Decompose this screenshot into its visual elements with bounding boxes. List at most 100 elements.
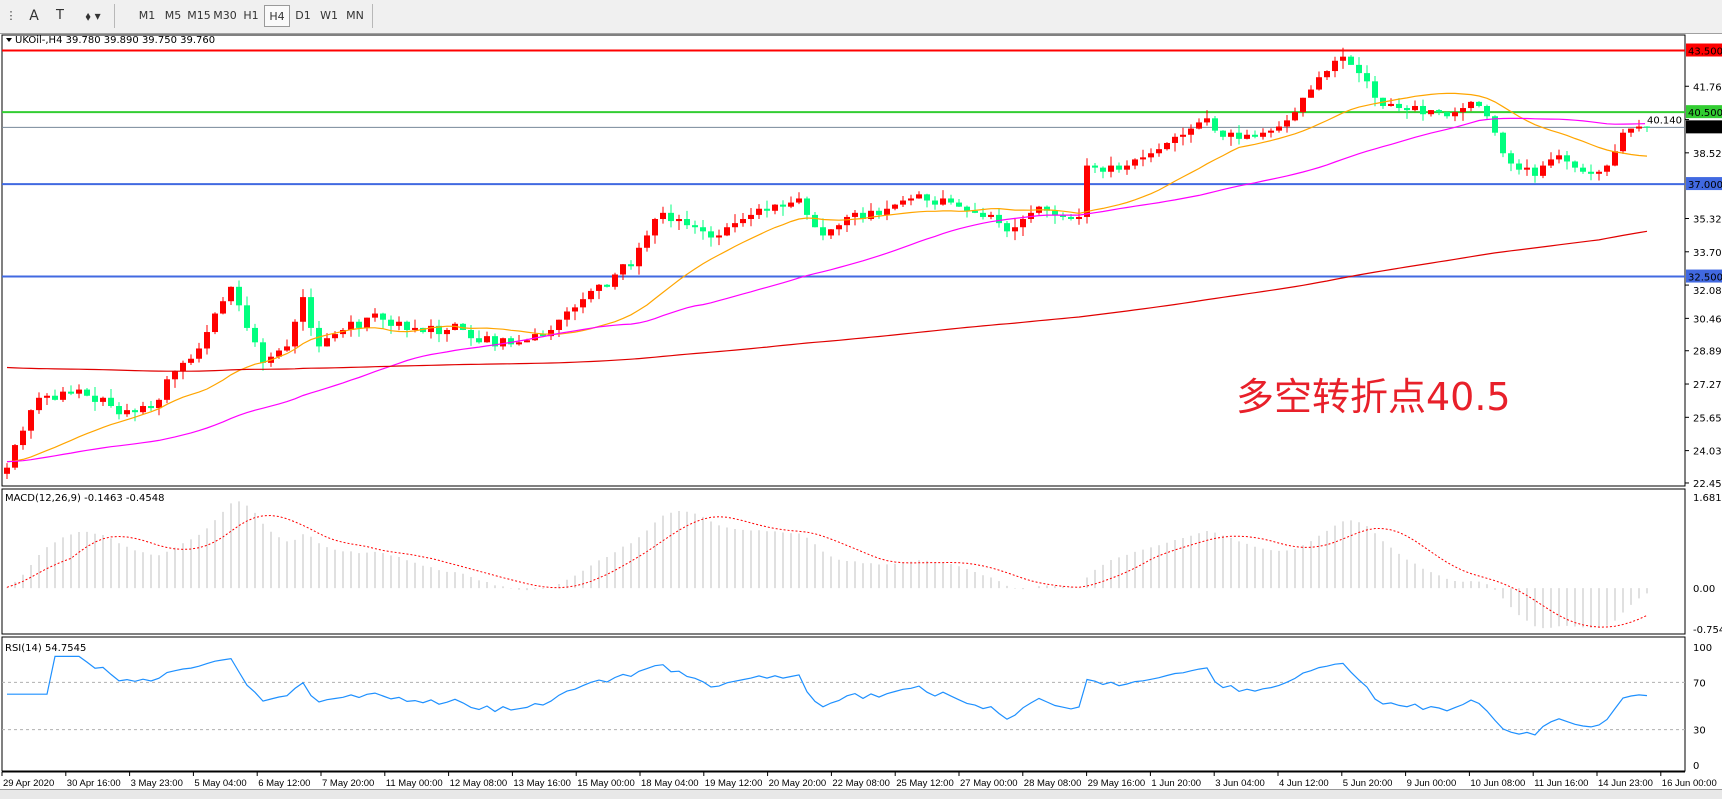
- candle-body: [1204, 118, 1210, 123]
- level-price-label-box: [1686, 105, 1722, 119]
- candle-body: [44, 395, 50, 398]
- candle-body: [732, 223, 738, 228]
- candle-body: [884, 208, 890, 215]
- level-price-label: 40.500: [1688, 108, 1722, 119]
- candle-body: [300, 297, 306, 322]
- candle-body: [1612, 151, 1618, 166]
- candle-body: [916, 194, 922, 199]
- candle-body: [428, 325, 434, 333]
- candle-body: [1004, 223, 1010, 232]
- time-axis-label: 19 May 12:00: [705, 778, 763, 789]
- timeframe-w1-button[interactable]: W1: [320, 9, 338, 22]
- candle-body: [220, 301, 226, 314]
- candle-body: [500, 338, 506, 347]
- level-price-label: 43.500: [1688, 47, 1722, 58]
- timeframe-d1-button[interactable]: D1: [295, 9, 311, 22]
- candle-body: [1084, 165, 1090, 217]
- period-separator-icon[interactable]: ⋮: [5, 9, 17, 22]
- candle-body: [1260, 132, 1266, 137]
- price-axis-label: 24.030: [1693, 447, 1722, 458]
- candle-body: [972, 210, 978, 213]
- candle-body: [1524, 167, 1530, 170]
- chart-annotation: 多空转折点40.5: [1236, 375, 1511, 419]
- time-axis-label: 7 May 20:00: [322, 778, 374, 789]
- time-axis-label: 27 May 00:00: [960, 778, 1018, 789]
- candle-body: [1492, 116, 1498, 133]
- time-axis-label: 5 May 04:00: [194, 778, 246, 789]
- candle-body: [548, 329, 554, 337]
- candle-body: [844, 216, 850, 226]
- candle-body: [444, 329, 450, 335]
- time-axis-label: 13 May 16:00: [513, 778, 571, 789]
- candle-body: [140, 406, 146, 413]
- candle-body: [484, 336, 490, 343]
- candle-body: [644, 235, 650, 248]
- candle-body: [212, 313, 218, 333]
- candle-body: [276, 350, 282, 357]
- candle-body: [468, 329, 474, 339]
- time-axis-label: 30 Apr 16:00: [67, 778, 121, 789]
- timeframe-h4-button[interactable]: H4: [264, 5, 290, 27]
- candle-body: [516, 342, 522, 345]
- rsi-axis-label: 0: [1693, 761, 1699, 772]
- candle-body: [1180, 134, 1186, 137]
- timeframe-h1-button[interactable]: H1: [243, 9, 259, 22]
- candle-body: [348, 321, 354, 330]
- candle-body: [756, 208, 762, 215]
- candle-body: [1364, 73, 1370, 82]
- time-axis-label: 28 May 08:00: [1024, 778, 1082, 789]
- price-axis-label: 28.890: [1693, 347, 1722, 358]
- candle-body: [580, 299, 586, 308]
- candle-body: [196, 348, 202, 359]
- candle-body: [1564, 155, 1570, 162]
- price-axis-label: 25.650: [1693, 413, 1722, 424]
- price-axis-label: 22.455: [1693, 479, 1722, 490]
- candle-body: [1124, 165, 1130, 170]
- candle-body: [652, 219, 658, 236]
- candle-body: [1588, 171, 1594, 174]
- text-label-icon[interactable]: T: [56, 8, 64, 23]
- time-axis-label: 29 Apr 2020: [3, 778, 54, 789]
- rsi-header: RSI(14) 54.7545: [5, 643, 86, 654]
- rsi-axis-label: 100: [1693, 643, 1712, 654]
- macd-axis-label: -0.7544: [1693, 625, 1722, 636]
- candle-body: [228, 286, 234, 302]
- timeframe-m5-button[interactable]: M5: [164, 9, 182, 22]
- candle-body: [188, 358, 194, 363]
- time-axis-label: 11 Jun 16:00: [1534, 778, 1588, 789]
- rsi-axis-label: 30: [1693, 726, 1706, 737]
- timeframe-mn-button[interactable]: MN: [346, 9, 364, 22]
- candle-body: [396, 321, 402, 326]
- timeframe-m15-button[interactable]: M15: [187, 9, 211, 22]
- candle-body: [940, 198, 946, 205]
- rsi-axis-label: 70: [1693, 678, 1706, 689]
- candle-body: [1236, 132, 1242, 139]
- candle-body: [796, 198, 802, 203]
- candle-body: [20, 430, 26, 446]
- candle-body: [852, 212, 858, 217]
- candle-body: [748, 214, 754, 220]
- candle-body: [1308, 89, 1314, 98]
- candle-body: [252, 327, 258, 343]
- timeframe-m1-button[interactable]: M1: [138, 9, 156, 22]
- main-pane: [1, 34, 1686, 487]
- candle-body: [1332, 60, 1338, 72]
- candle-body: [236, 286, 242, 306]
- candle-body: [1412, 105, 1418, 111]
- candle-body: [148, 406, 154, 409]
- candle-body: [1420, 105, 1426, 115]
- arrows-icon[interactable]: ⬧ ▾: [85, 9, 101, 23]
- candle-body: [356, 321, 362, 328]
- text-icon[interactable]: A: [29, 8, 39, 24]
- macd-pane: [1, 488, 1686, 635]
- timeframe-m30-button[interactable]: M30: [213, 9, 237, 22]
- candle-body: [1252, 134, 1258, 137]
- candle-body: [1132, 159, 1138, 166]
- price-axis-label-bg: [1645, 113, 1683, 125]
- candle-body: [676, 219, 682, 222]
- candle-body: [372, 313, 378, 318]
- candle-body: [1356, 64, 1362, 74]
- candle-body: [1484, 105, 1490, 117]
- rsi-pane: [1, 636, 1686, 772]
